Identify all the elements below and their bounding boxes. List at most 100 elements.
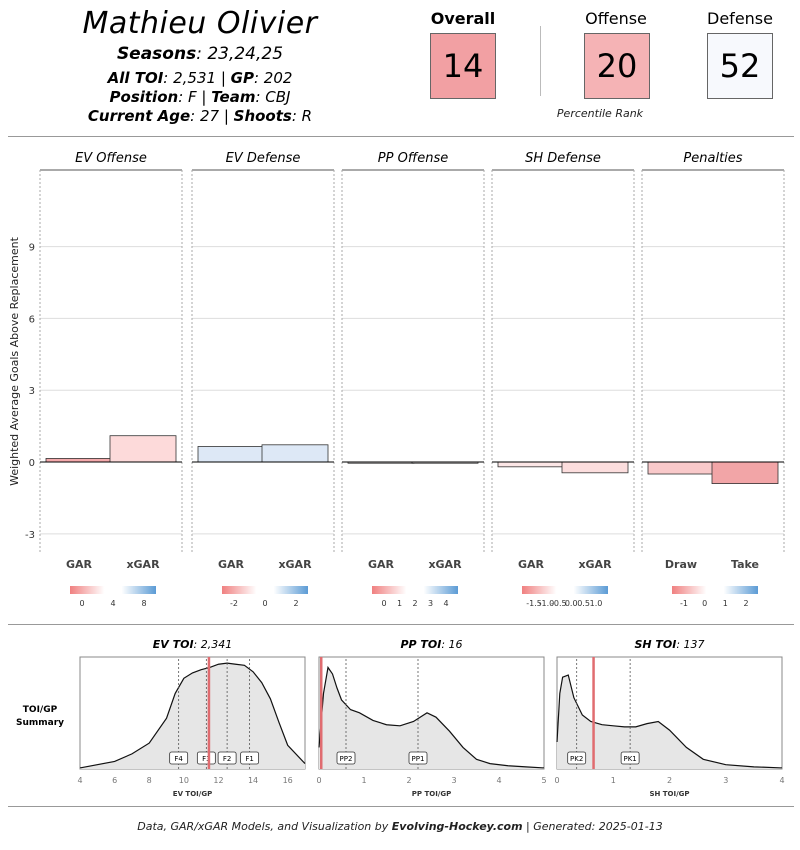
color-legend-tick: 0 bbox=[262, 599, 267, 608]
color-legend-tick: -1 bbox=[680, 599, 688, 608]
y-axis-label: Weighted Average Goals Above Replacement bbox=[8, 236, 21, 485]
toi-x-label: SH TOI/GP bbox=[649, 790, 689, 798]
color-legend-tick: 2 bbox=[293, 599, 298, 608]
toi-x-tick: 2 bbox=[667, 776, 672, 785]
color-legend-tick: 8 bbox=[141, 599, 146, 608]
toi-title-value: : 2,341 bbox=[194, 638, 233, 651]
line-marker-box bbox=[240, 751, 260, 765]
age-value: : 27 | bbox=[190, 107, 234, 125]
gp-label: GP bbox=[230, 69, 254, 87]
seasons-label: Seasons bbox=[116, 44, 197, 64]
offense-score-box: 20 bbox=[584, 33, 650, 99]
color-legend-tick: 0 bbox=[702, 599, 707, 608]
toi-x-tick: 4 bbox=[496, 776, 501, 785]
team-label: Team bbox=[211, 88, 256, 106]
y-tick-label: -3 bbox=[25, 530, 35, 541]
toi-x-tick: 16 bbox=[283, 776, 293, 785]
bar bbox=[647, 461, 715, 475]
shoots-label: Shoots bbox=[233, 107, 292, 125]
x-tick-label: xGAR bbox=[278, 558, 312, 571]
toi-panel-title: PP TOI: 16 bbox=[400, 638, 462, 651]
color-legend-bar bbox=[222, 586, 308, 594]
color-legend-tick: -1.5 bbox=[526, 599, 542, 608]
panel-title: PP Offense bbox=[378, 151, 448, 166]
color-legend-tick: 0 bbox=[79, 599, 84, 608]
x-tick-label: GAR bbox=[66, 558, 93, 571]
color-legend-bar bbox=[672, 586, 758, 594]
bar bbox=[109, 435, 177, 463]
bar bbox=[561, 461, 629, 474]
toi-title-value: : 137 bbox=[676, 638, 704, 651]
density-area bbox=[319, 667, 544, 769]
toi-line: All TOI: 2,531 | GP: 202 bbox=[40, 69, 360, 87]
bar bbox=[711, 461, 779, 484]
toi-x-tick: 0 bbox=[554, 776, 559, 785]
color-legend-tick: 1.0 bbox=[590, 599, 603, 608]
line-marker-label: PP2 bbox=[340, 755, 353, 763]
toi-label: All TOI bbox=[107, 69, 164, 87]
overall-score-box: 14 bbox=[430, 33, 496, 99]
toi-x-tick: 0 bbox=[316, 776, 321, 785]
x-tick-label: xGAR bbox=[428, 558, 462, 571]
footer-prefix: Data, GAR/xGAR Models, and Visualization… bbox=[137, 820, 392, 833]
bar bbox=[261, 444, 329, 463]
line-marker-label: PP1 bbox=[412, 755, 425, 763]
panel-title: EV Defense bbox=[226, 151, 301, 166]
panel-title: SH Defense bbox=[525, 151, 601, 166]
panel-title: Penalties bbox=[683, 151, 742, 166]
toi-ylabel-line1: TOI/GP bbox=[23, 705, 58, 715]
density-line bbox=[79, 662, 306, 769]
x-tick-label: Take bbox=[731, 558, 759, 571]
line-marker-box bbox=[336, 751, 356, 765]
seasons-value: : 23,24,25 bbox=[196, 44, 284, 64]
offense-label: Offense bbox=[585, 9, 647, 28]
defense-label: Defense bbox=[707, 9, 773, 28]
divider-top bbox=[8, 136, 794, 137]
toi-x-tick: 8 bbox=[147, 776, 152, 785]
line-marker-label: F2 bbox=[223, 755, 231, 763]
toi-x-label: PP TOI/GP bbox=[412, 790, 451, 798]
footer-suffix: | Generated: 2025-01-13 bbox=[522, 820, 663, 833]
toi-title-label: EV TOI bbox=[153, 638, 194, 651]
toi-x-tick: 5 bbox=[541, 776, 546, 785]
line-marker-box bbox=[196, 751, 216, 765]
seasons-line: Seasons: 23,24,25 bbox=[40, 44, 360, 64]
density-line bbox=[556, 674, 783, 769]
toi-x-tick: 14 bbox=[248, 776, 258, 785]
bar bbox=[497, 461, 565, 468]
toi-x-label: EV TOI/GP bbox=[173, 790, 212, 798]
y-tick-label: 3 bbox=[29, 386, 35, 397]
color-legend-tick: 2 bbox=[743, 599, 748, 608]
line-marker-label: PK2 bbox=[570, 755, 583, 763]
toi-x-tick: 3 bbox=[451, 776, 456, 785]
overall-label: Overall bbox=[430, 9, 496, 28]
bar bbox=[197, 446, 265, 463]
y-tick-label: 0 bbox=[29, 458, 35, 469]
toi-x-tick: 6 bbox=[112, 776, 117, 785]
x-tick-label: xGAR bbox=[126, 558, 160, 571]
toi-panel-title: SH TOI: 137 bbox=[634, 638, 704, 651]
x-tick-label: xGAR bbox=[578, 558, 612, 571]
color-legend-tick: 2 bbox=[412, 599, 417, 608]
age-label: Current Age bbox=[87, 107, 191, 125]
x-tick-label: GAR bbox=[518, 558, 545, 571]
team-value: : CBJ bbox=[255, 88, 291, 106]
toi-x-tick: 2 bbox=[406, 776, 411, 785]
position-value: : F | bbox=[178, 88, 212, 106]
line-marker-label: F1 bbox=[245, 755, 253, 763]
shoots-value: : R bbox=[291, 107, 313, 125]
line-marker-box bbox=[408, 751, 428, 765]
color-legend-tick: 0.5 bbox=[577, 599, 590, 608]
color-legend-tick: -0.5 bbox=[551, 599, 567, 608]
gar-bar-chart: Weighted Average Goals Above Replacement… bbox=[8, 151, 785, 608]
toi-title-label: PP TOI bbox=[400, 638, 441, 651]
toi-x-tick: 10 bbox=[179, 776, 189, 785]
position-label: Position bbox=[109, 88, 179, 106]
bar bbox=[45, 458, 113, 463]
toi-value: : 2,531 | bbox=[163, 69, 231, 87]
color-legend-bar bbox=[522, 586, 608, 594]
y-tick-label: 9 bbox=[29, 243, 35, 254]
toi-x-tick: 1 bbox=[611, 776, 616, 785]
age-line: Current Age: 27 | Shoots: R bbox=[40, 107, 360, 125]
